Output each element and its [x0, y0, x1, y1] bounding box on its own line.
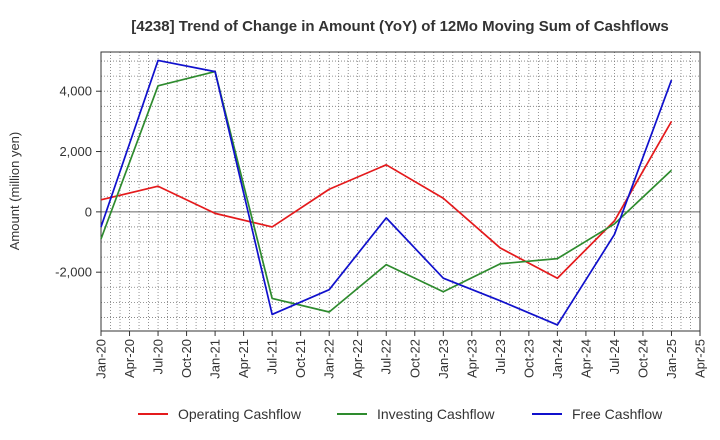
- legend-label-investing-cashflow: Investing Cashflow: [377, 406, 495, 422]
- x-tick-label: Jul-21: [265, 339, 280, 374]
- chart-title: [4238] Trend of Change in Amount (YoY) o…: [131, 18, 669, 35]
- series-line-free-cashflow: [100, 59, 673, 326]
- x-tick-label: Apr-20: [122, 339, 137, 378]
- x-tick-label: Apr-21: [236, 339, 251, 378]
- y-tick-label: 4,000: [59, 84, 92, 99]
- series-line-operating-cashflow: [100, 120, 673, 280]
- x-tick-label: Apr-23: [464, 339, 479, 378]
- plot-area: -2,000 0 2,000 4,000 Jan-20 Apr-20 Jul-20 Oct-2…: [55, 51, 708, 379]
- x-tick-label: Oct-22: [407, 339, 422, 378]
- x-tick-label: Jan-24: [550, 339, 565, 379]
- x-tick-label: Apr-24: [578, 339, 593, 378]
- series-line-investing-cashflow: [100, 70, 673, 313]
- x-tick-label: Apr-25: [693, 339, 708, 378]
- x-tick-label: Jul-20: [151, 339, 166, 374]
- plot-frame: [100, 51, 701, 332]
- x-tick-label: Oct-24: [635, 339, 650, 378]
- x-tick-label: Jan-25: [664, 339, 679, 379]
- plot-background: [101, 52, 700, 331]
- y-tick-label: 2,000: [59, 144, 92, 159]
- y-tick-label: -2,000: [55, 265, 92, 280]
- x-tick-label: Jan-20: [94, 339, 109, 379]
- legend-label-operating-cashflow: Operating Cashflow: [178, 406, 302, 422]
- x-tick-label: Jul-23: [493, 339, 508, 374]
- x-tick-label: Jul-24: [607, 339, 622, 374]
- x-tick-label: Jan-22: [322, 339, 337, 379]
- y-tick-label: 0: [85, 204, 92, 219]
- x-tick-label: Jul-22: [379, 339, 394, 374]
- x-tick-label: Jan-23: [436, 339, 451, 379]
- legend-label-free-cashflow: Free Cashflow: [572, 406, 663, 422]
- y-axis-label: Amount (million yen): [7, 132, 22, 251]
- x-tick-label: Apr-22: [350, 339, 365, 378]
- x-tick-label: Oct-20: [179, 339, 194, 378]
- x-tick-label: Oct-21: [293, 339, 308, 378]
- x-tick-label: Jan-21: [208, 339, 223, 379]
- legend: Operating Cashflow Investing Cashflow Free…: [138, 406, 663, 422]
- x-tick-label: Oct-23: [521, 339, 536, 378]
